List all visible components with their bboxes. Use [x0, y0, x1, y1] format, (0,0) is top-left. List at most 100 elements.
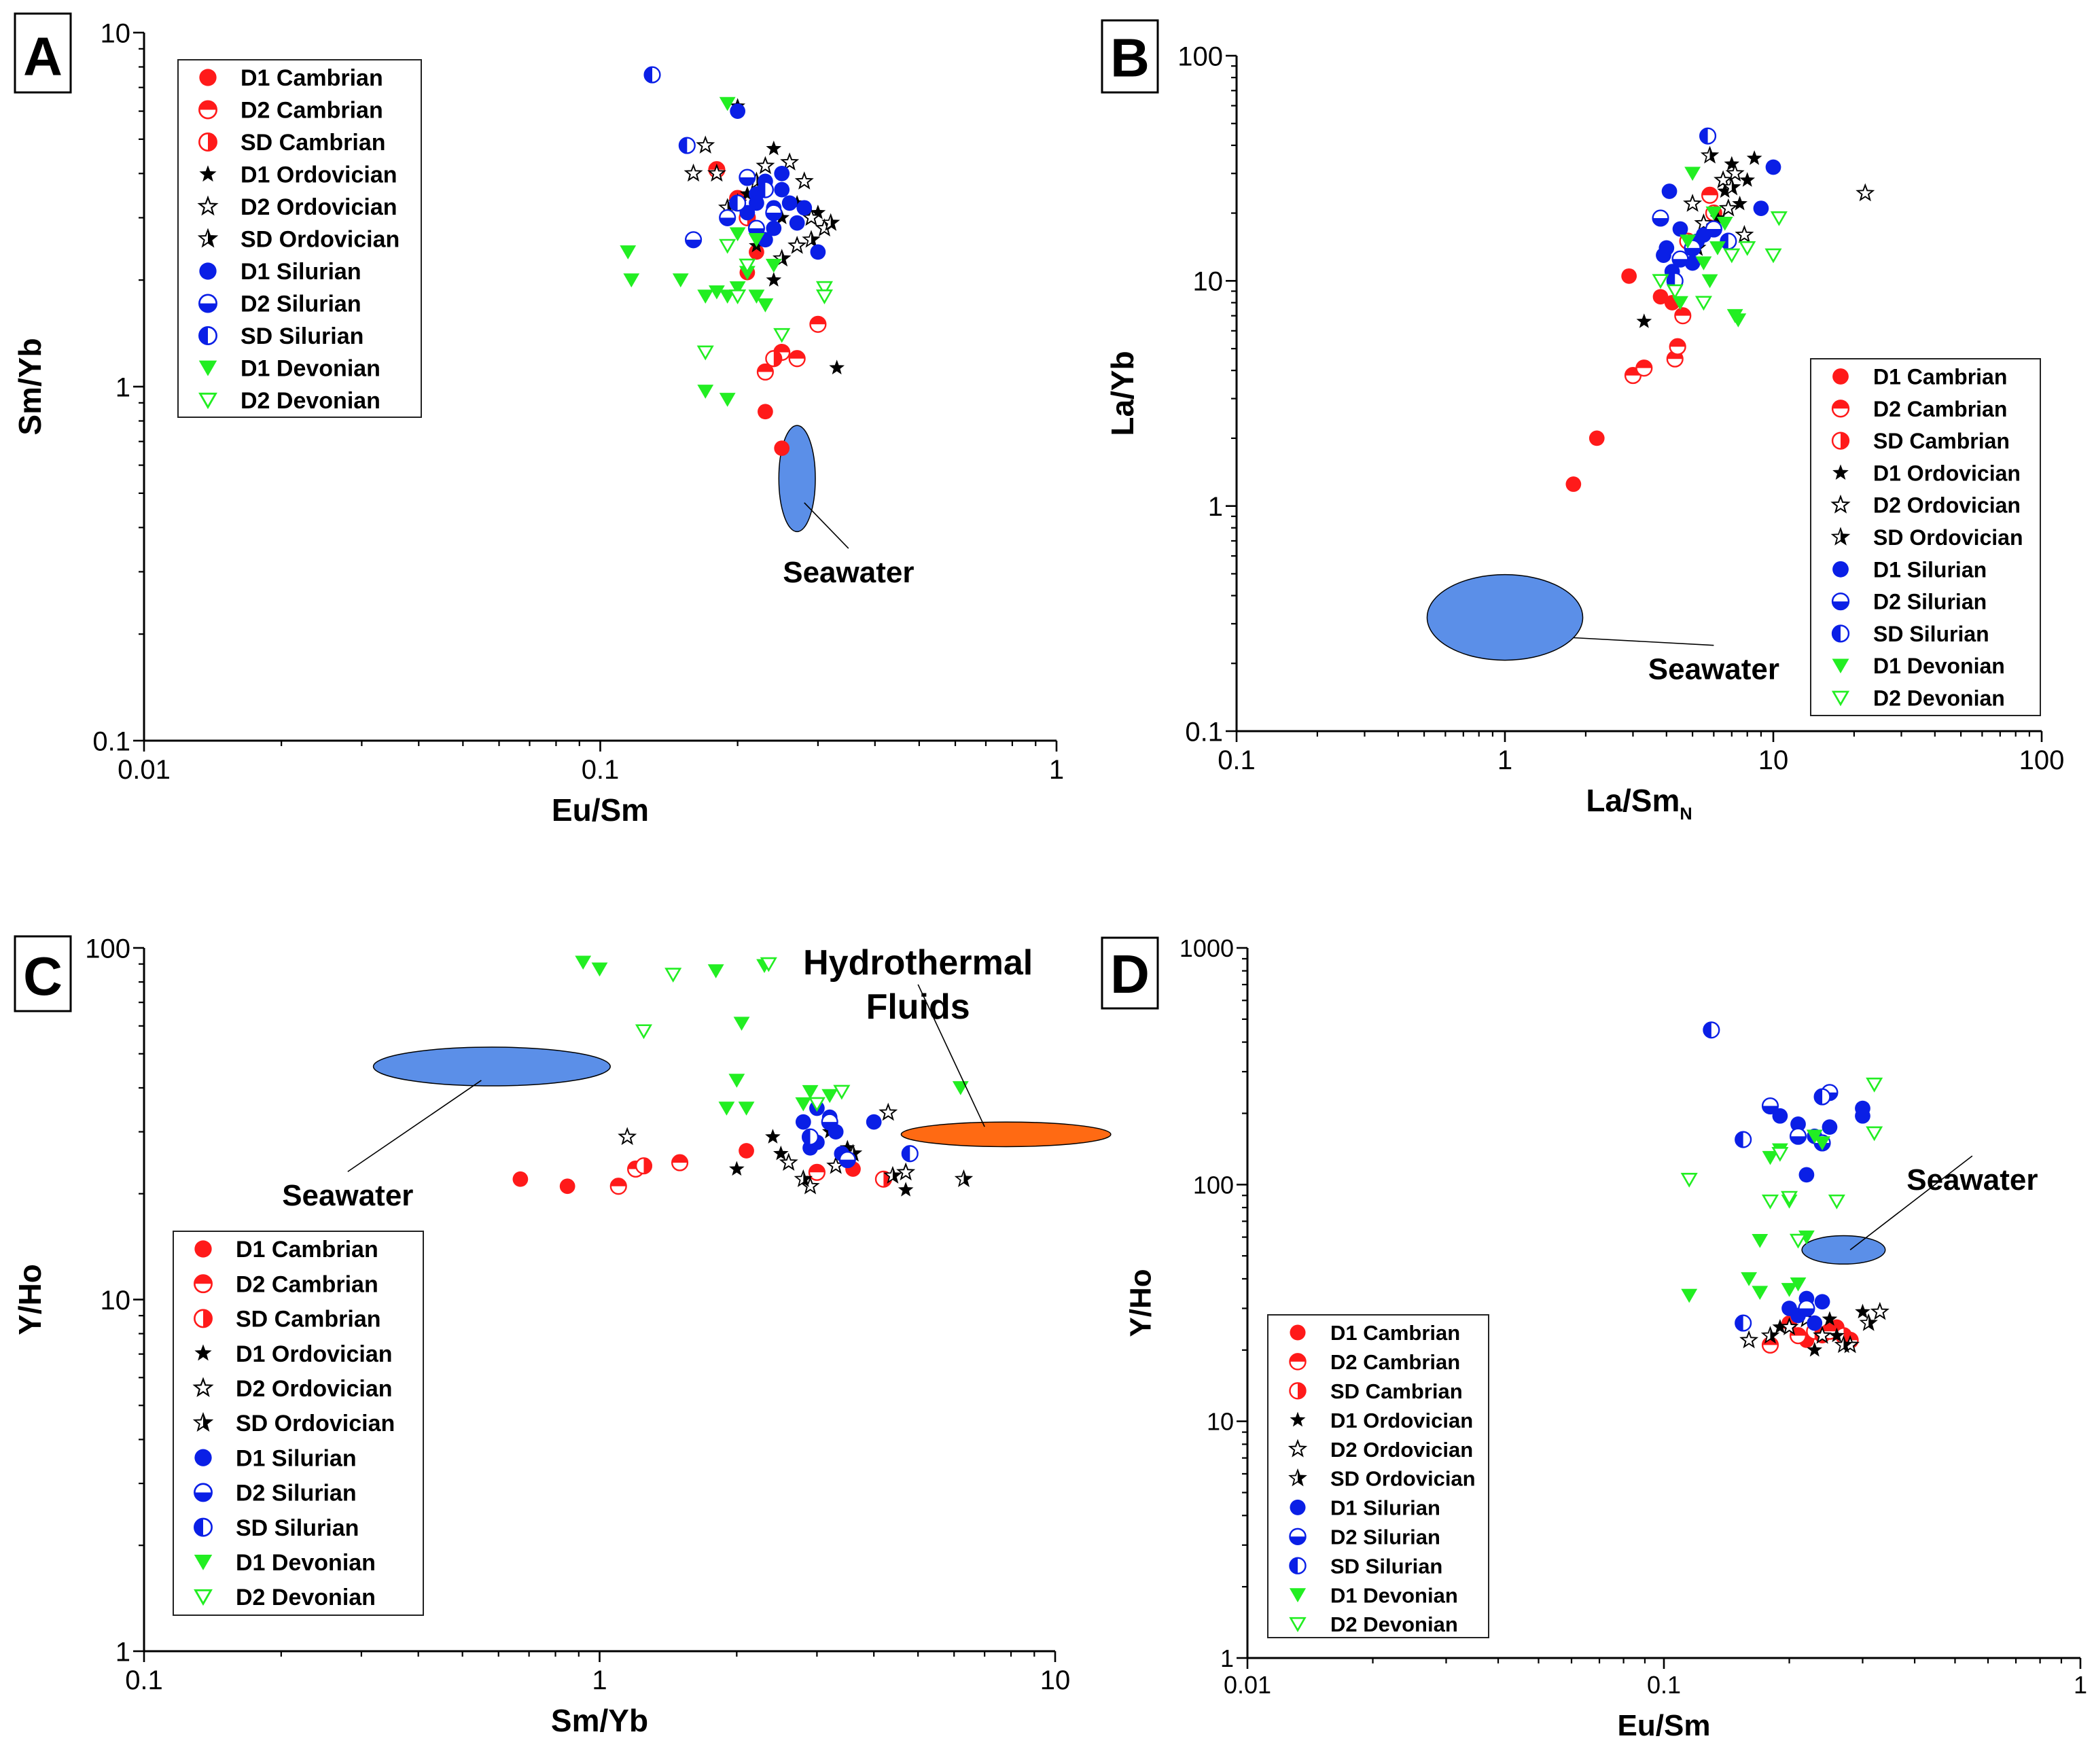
data-point-d2-cambrian: [1674, 307, 1692, 325]
x-tick-label: 0.01: [118, 755, 171, 785]
legend-box: [173, 1231, 424, 1616]
data-point-d2-ordovician: [896, 1162, 916, 1181]
data-point-d2-silurian: [1798, 1299, 1815, 1318]
data-point-sd-silurian: [1813, 1088, 1831, 1106]
seawater-region: [1426, 574, 1584, 661]
data-point-d2-devonian: [1789, 1233, 1807, 1249]
legend-label: SD Cambrian: [1330, 1379, 1463, 1403]
data-point-d2-ordovician: [1735, 224, 1754, 243]
data-point-d1-devonian: [1752, 1233, 1769, 1248]
annotation-seawater: Seawater: [1906, 1163, 2038, 1197]
data-point-d2-ordovician: [780, 152, 800, 171]
data-point-d2-devonian: [1866, 1077, 1883, 1093]
y-tick-label: 100: [85, 934, 130, 964]
data-point-d1-devonian: [719, 393, 736, 407]
data-point-d1-devonian: [719, 96, 736, 111]
data-point-d1-devonian: [1814, 1136, 1830, 1150]
legend-marker-d2-silurian: [1289, 1528, 1307, 1546]
data-point-d2-silurian: [1761, 1097, 1779, 1115]
panel-label-box: [14, 935, 72, 1012]
annotation-hydrothermal: Hydrothermal: [803, 943, 1033, 983]
legend-label: D1 Cambrian: [236, 1237, 378, 1263]
data-point-d2-devonian: [635, 1024, 653, 1040]
data-point-d1-silurian: [1798, 1167, 1815, 1183]
data-point-d2-devonian: [664, 968, 682, 983]
annotation-seawater: Seawater: [1648, 653, 1779, 686]
legend-label: SD Ordovician: [236, 1411, 395, 1436]
data-point-d2-ordovician: [1856, 183, 1875, 202]
data-point-d2-devonian: [1770, 211, 1788, 226]
data-point-d1-ordovician: [1732, 195, 1747, 211]
legend-marker-d1-devonian: [198, 360, 217, 376]
panel-label: B: [1110, 28, 1150, 88]
data-point-d2-ordovician: [1725, 163, 1745, 182]
data-point-d1-devonian: [1672, 296, 1688, 311]
annotation-seawater: Seawater: [282, 1179, 413, 1212]
legend-marker-d2-ordovician: [1830, 494, 1851, 514]
data-point-d2-cambrian: [809, 315, 827, 333]
data-point-d1-ordovician: [1717, 183, 1733, 198]
data-point-d2-devonian: [1680, 1172, 1698, 1188]
x-axis-label-text: Sm/Yb: [551, 1703, 648, 1738]
annotation-leader-line: [347, 1080, 482, 1172]
data-point-sd-cambrian: [635, 1157, 653, 1175]
data-point-d1-silurian: [866, 1114, 882, 1130]
data-point-d2-ordovician: [1739, 1330, 1759, 1349]
data-point-d1-ordovician: [898, 1182, 914, 1197]
seawater-region: [372, 1046, 611, 1087]
data-point-d1-devonian: [1701, 274, 1718, 289]
data-point-d1-devonian: [718, 1101, 735, 1116]
data-point-d1-ordovician: [1739, 172, 1756, 187]
data-point-d2-devonian: [1828, 1194, 1845, 1210]
data-point-d1-ordovician: [1772, 1319, 1788, 1334]
legend-label: D1 Ordovician: [236, 1341, 393, 1367]
data-point-sd-silurian: [729, 194, 747, 212]
legend: D1 Cambrian D2 Cambrian SD Cambrian D1 Ordo…: [177, 59, 422, 418]
legend-marker-sd-silurian: [1289, 1557, 1307, 1574]
data-point-sd-silurian: [1720, 232, 1737, 250]
data-point-d2-devonian: [719, 239, 737, 254]
legend-marker-d2-devonian: [1831, 690, 1850, 707]
data-point-d1-cambrian: [749, 244, 764, 260]
legend-label: D1 Silurian: [1873, 557, 1987, 582]
data-point-d2-silurian: [821, 1113, 838, 1131]
legend-marker-d2-cambrian: [198, 100, 217, 120]
legend-label: D1 Cambrian: [241, 65, 383, 91]
x-axis-label: Eu/Sm: [1618, 1709, 1711, 1742]
legend-label: D2 Ordovician: [241, 194, 397, 220]
panel-label-box: [1101, 19, 1159, 94]
data-point-d1-silurian: [789, 215, 805, 231]
data-point-sd-silurian: [901, 1145, 919, 1163]
data-point-d1-silurian: [749, 195, 764, 211]
legend-marker-sd-cambrian: [194, 1309, 213, 1328]
legend-label: SD Cambrian: [236, 1307, 381, 1333]
data-point-d1-ordovician: [1746, 150, 1762, 165]
legend-label: D1 Cambrian: [1330, 1321, 1460, 1345]
data-point-d2-silurian: [838, 1150, 856, 1169]
legend-label: SD Ordovician: [1873, 525, 2023, 550]
x-tick-label: 0.01: [1224, 1671, 1271, 1699]
legend-label: D1 Devonian: [241, 356, 380, 382]
data-point-d2-ordovician: [1813, 1325, 1832, 1344]
legend-box: [1810, 358, 2041, 716]
data-point-d1-ordovician: [1724, 156, 1740, 171]
panel-b: B 0.1 1 10 100 0.1 1 10 100 La/SmN La/Yb Seawater D1…: [1101, 19, 2064, 824]
data-point-sd-ordovician: [954, 1169, 974, 1187]
legend-label: D2 Ordovician: [236, 1376, 393, 1402]
data-point-d2-devonian: [1761, 1194, 1779, 1210]
legend-marker-d2-silurian: [194, 1483, 213, 1502]
data-point-d1-silurian: [1790, 1116, 1806, 1132]
data-point-d1-ordovician: [739, 186, 756, 201]
data-point-sd-ordovician: [802, 230, 821, 248]
panel-label-box: [14, 12, 72, 94]
data-point-d1-devonian: [672, 273, 689, 287]
data-point-d1-cambrian: [1589, 430, 1605, 446]
data-point-d2-cambrian: [808, 1163, 826, 1181]
x-tick-label: 10: [1758, 745, 1789, 775]
panel-label-box: [1101, 936, 1159, 1010]
x-axis-label-text: La/Sm: [1586, 783, 1680, 818]
data-point-d1-cambrian: [758, 404, 773, 420]
x-axis-label-text: Eu/Sm: [552, 792, 649, 828]
legend-marker-d1-ordovician: [194, 1344, 212, 1361]
legend-label: D1 Ordovician: [241, 162, 397, 188]
